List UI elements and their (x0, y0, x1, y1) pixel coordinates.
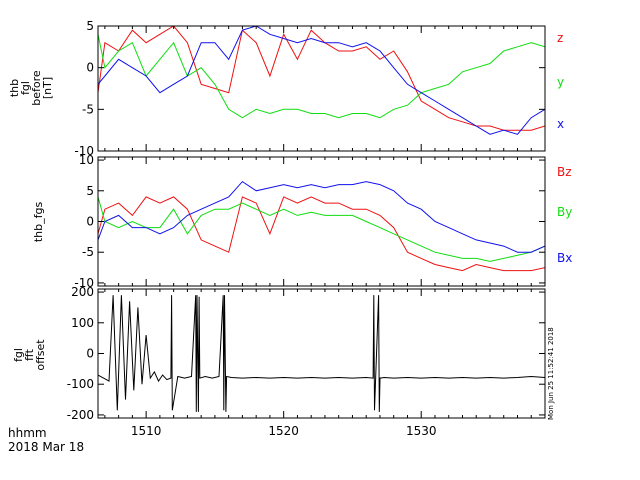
plot-frame (97, 288, 546, 419)
series-line-offset (98, 295, 545, 412)
series-line-bx (98, 180, 545, 253)
y-axis-label-line: thb_fgs (32, 202, 45, 243)
legend-entry-bx: Bx (557, 251, 572, 265)
panel-thb-fgs: 10 5 0 -5 -10 thb_fgs Bz By Bx (32, 153, 572, 290)
y-axis-label-line: before (30, 70, 43, 106)
panel-fgl-fft-offset: 200 100 0 -100 -200 1510 1520 1530 fglfftoffset (12, 285, 546, 438)
y-axis-label-line: thb (8, 79, 21, 97)
x-tick-label: 1520 (268, 424, 299, 438)
footer-time-unit: hhmm (8, 426, 47, 440)
y-tick-label: 0 (86, 347, 94, 361)
y-tick-label: 200 (71, 285, 94, 299)
legend-entry-x: x (557, 117, 564, 131)
legend-entry-z: z (557, 31, 563, 45)
footer-date: 2018 Mar 18 (8, 440, 84, 454)
y-tick-label: -5 (82, 102, 94, 116)
y-axis-label: thbfglbefore[nT] (8, 70, 54, 106)
panel-thb-fgl-before: 5 0 -5 -10 thbfglbefore[nT] z y x (8, 19, 564, 158)
x-tick-label: 1510 (131, 424, 162, 438)
legend-entry-by: By (557, 205, 572, 219)
legend-entry-bz: Bz (557, 165, 572, 179)
y-axis-label: fglfftoffset (12, 339, 47, 371)
x-tick-label: 1530 (406, 424, 437, 438)
legend-entry-y: y (557, 75, 564, 89)
timestamp: Mon Jun 25 11:52:41 2018 (547, 327, 555, 420)
y-tick-label: 10 (79, 153, 94, 167)
y-axis-label-line: [nT] (41, 77, 54, 99)
y-tick-label: 0 (86, 215, 94, 229)
series-line-z (98, 26, 545, 131)
y-tick-label: 0 (86, 61, 94, 75)
series-line-y (98, 34, 545, 119)
y-tick-label: -5 (82, 245, 94, 259)
series-line-bz (98, 196, 545, 272)
y-tick-label: -100 (67, 377, 94, 391)
y-tick-label: 100 (71, 316, 94, 330)
y-axis-label-line: fgl (19, 81, 32, 95)
plot-frame (97, 25, 546, 152)
y-tick-label: 5 (86, 184, 94, 198)
y-tick-label: -200 (67, 408, 94, 422)
series-line-x (98, 26, 545, 135)
y-axis-label: thb_fgs (32, 202, 45, 243)
y-axis-label-line: offset (34, 339, 47, 371)
y-axis-label-line: fgl (12, 348, 25, 362)
y-tick-label: 5 (86, 19, 94, 33)
y-tick-label: -10 (74, 276, 94, 290)
series-line-by (98, 196, 545, 262)
y-axis-label-line: fft (23, 348, 36, 361)
y-tick-label: -10 (74, 144, 94, 158)
